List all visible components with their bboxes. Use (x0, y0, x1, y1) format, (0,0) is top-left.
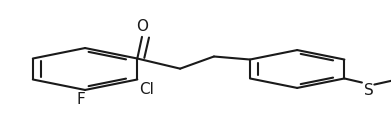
Text: S: S (364, 83, 374, 98)
Text: F: F (77, 92, 85, 107)
Text: Cl: Cl (139, 82, 154, 96)
Text: O: O (136, 19, 148, 34)
